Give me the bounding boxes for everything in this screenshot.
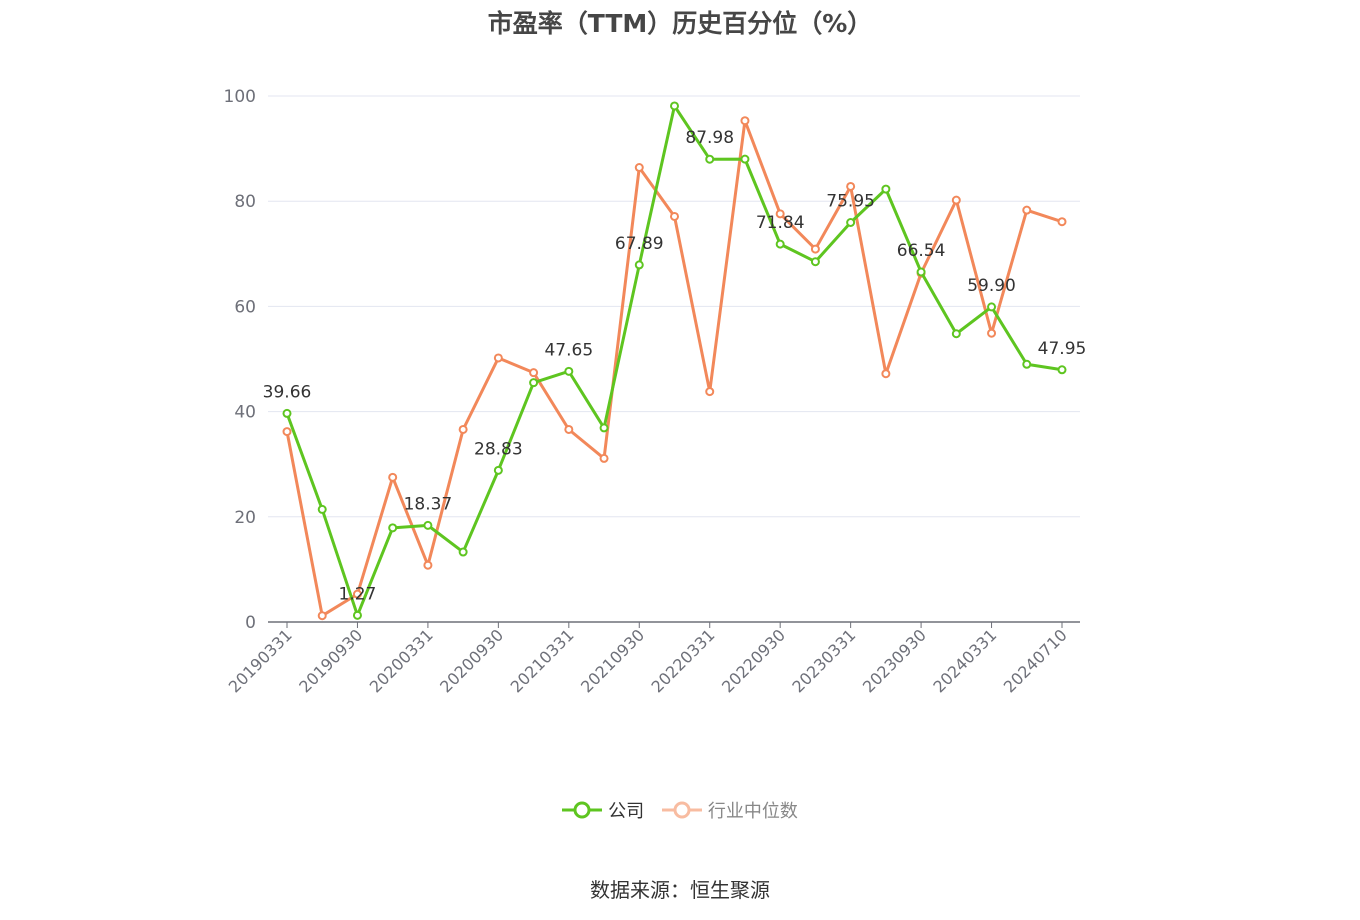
grid-lines	[268, 95, 1080, 518]
data-point	[634, 163, 644, 173]
legend-industry-marker	[661, 801, 702, 819]
legend-company-marker	[562, 801, 603, 819]
data-point	[881, 369, 891, 379]
data-point	[775, 239, 785, 249]
data-point	[529, 378, 539, 388]
legend-industry-label: 行业中位数	[707, 801, 798, 822]
data-point	[846, 218, 856, 228]
data-point	[352, 589, 362, 599]
legend-item-industry[interactable]: 行业中位数	[661, 797, 798, 823]
data-point	[317, 611, 327, 621]
data-point	[282, 427, 292, 437]
data-label: 66.54	[897, 241, 946, 261]
x-tick-label: 20200930	[436, 625, 507, 696]
x-axis: 20190331 20190930 20200331 20200930 20210331…	[225, 621, 1080, 696]
x-tick-label: 20190930	[295, 625, 366, 696]
data-label: 1.27	[339, 584, 377, 604]
data-point	[634, 260, 644, 270]
data-point	[670, 101, 679, 111]
data-point	[1022, 205, 1032, 215]
x-tick-label: 20210331	[507, 625, 578, 696]
x-tick-label: 20190331	[225, 625, 296, 696]
y-tick-label: 0	[245, 613, 256, 633]
series-line-company	[285, 104, 1063, 617]
data-label: 18.37	[404, 494, 453, 514]
data-point	[670, 211, 679, 221]
data-label: 47.95	[1038, 339, 1087, 359]
data-point	[458, 424, 468, 434]
x-tick-label: 20200331	[366, 625, 437, 696]
chart-title: 市盈率（TTM）历史百分位（%）	[487, 9, 873, 38]
y-tick-label: 80	[234, 192, 256, 212]
data-point	[846, 181, 856, 191]
data-point	[810, 244, 820, 254]
data-label: 67.89	[615, 234, 664, 254]
data-point	[740, 154, 750, 164]
data-source: 数据来源：恒生聚源	[590, 878, 770, 902]
series-layer	[282, 101, 1067, 621]
data-point	[951, 195, 961, 205]
x-tick-label: 20220930	[718, 625, 789, 696]
data-label: 71.84	[756, 213, 805, 233]
data-point	[564, 424, 574, 434]
data-point	[493, 353, 503, 363]
data-point	[352, 610, 362, 620]
data-point	[1022, 359, 1032, 369]
data-point	[810, 257, 820, 267]
data-point	[423, 560, 433, 570]
data-point	[423, 520, 433, 530]
data-label: 87.98	[685, 128, 734, 148]
data-point	[916, 267, 926, 277]
data-point	[705, 154, 715, 164]
x-tick-label: 20230331	[788, 625, 859, 696]
data-point	[458, 547, 468, 557]
legend-item-company[interactable]: 公司	[562, 797, 644, 823]
legend: 公司 行业中位数	[0, 797, 1360, 825]
data-point	[951, 329, 961, 339]
data-point	[564, 366, 574, 376]
data-label: 75.95	[826, 192, 875, 212]
data-label: 28.83	[474, 439, 523, 459]
data-point	[493, 465, 503, 475]
data-point	[388, 472, 398, 482]
data-point	[317, 504, 327, 514]
data-point	[529, 368, 539, 378]
x-tick-label: 20240331	[929, 625, 1000, 696]
data-point	[987, 302, 997, 312]
series-line-industry	[285, 119, 1063, 618]
data-point	[599, 423, 609, 433]
data-point	[1057, 217, 1067, 227]
y-tick-label: 40	[234, 403, 256, 423]
x-tick-label: 20220331	[648, 625, 719, 696]
data-point	[388, 523, 398, 533]
data-point	[705, 387, 715, 397]
x-tick-label: 20230930	[859, 625, 930, 696]
y-axis-ticks: 0 20 40 60 80 100	[224, 87, 256, 633]
data-label: 39.66	[263, 382, 312, 402]
data-point	[282, 408, 292, 418]
y-tick-label: 20	[234, 508, 256, 528]
data-label: 59.90	[967, 276, 1016, 296]
y-tick-label: 60	[234, 297, 256, 317]
data-point	[987, 328, 997, 338]
data-point	[1057, 365, 1067, 375]
data-label: 47.65	[544, 340, 593, 360]
data-labels: 39.66 1.27 18.37 28.83 47.65 67.89 87.98 71.84 7…	[263, 128, 1087, 604]
legend-company-label: 公司	[608, 801, 645, 822]
data-point	[881, 184, 891, 194]
data-point	[775, 209, 785, 219]
y-tick-label: 100	[224, 87, 256, 107]
x-tick-label: 20240710	[1000, 625, 1071, 696]
data-point	[740, 116, 750, 126]
x-tick-label: 20210930	[577, 625, 648, 696]
data-point	[599, 453, 609, 463]
